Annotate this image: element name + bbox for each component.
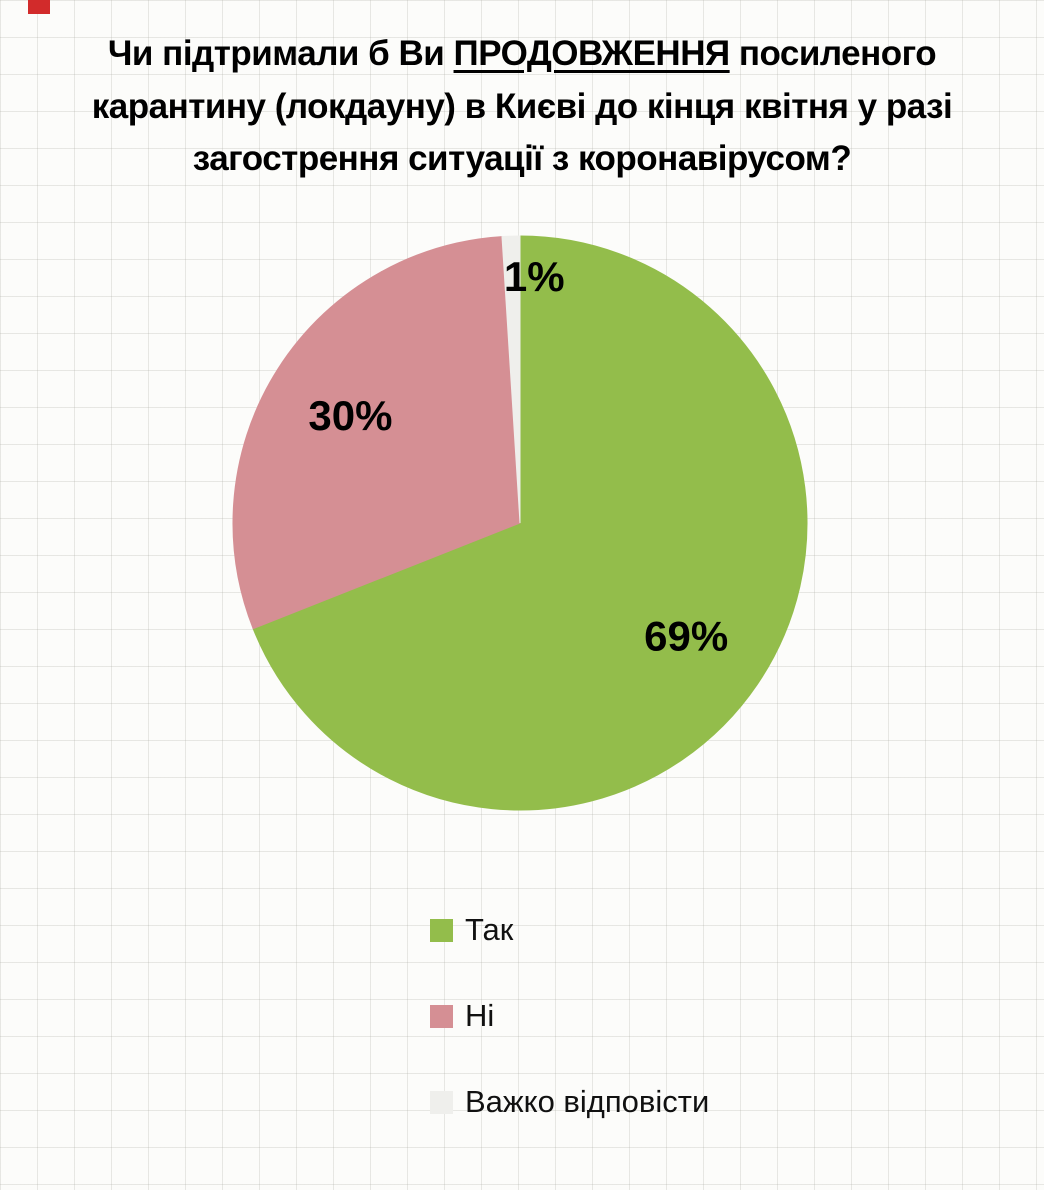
chart-title-prefix: Чи підтримали б Ви: [107, 34, 454, 73]
corner-mark: [28, 0, 50, 14]
legend-swatch-yes-icon: [430, 918, 453, 942]
chart-title-underlined: ПРОДОВЖЕННЯ: [453, 34, 731, 73]
legend-item-no: Ні: [430, 998, 709, 1034]
pie-value-label-1: 30%: [308, 392, 392, 439]
chart-title-suffix: посиленого карантину (локдауну) в Києві …: [91, 34, 953, 178]
pie-slice-2: [501, 235, 521, 524]
legend-label-no: Ні: [465, 998, 495, 1033]
legend-label-hard-to-say: Важко відповісти: [465, 1084, 710, 1119]
pie-chart-svg: 69% 30% 1%: [232, 235, 808, 811]
pie-slice-1: [232, 236, 521, 630]
legend-label-yes: Так: [465, 912, 514, 947]
pie-slice-0: [252, 235, 808, 811]
pie-value-label-0: 69%: [644, 612, 728, 659]
legend-item-hard-to-say: Важко відповісти: [430, 1084, 709, 1120]
legend-item-yes: Так: [430, 912, 709, 948]
chart-title: Чи підтримали б Ви ПРОДОВЖЕННЯ посиленог…: [42, 28, 1002, 186]
pie-value-label-2: 1%: [504, 253, 565, 300]
legend-swatch-hard-to-say-icon: [430, 1090, 453, 1114]
legend-swatch-no-icon: [430, 1004, 453, 1028]
pie-chart: 69% 30% 1%: [225, 228, 815, 818]
chart-legend: Так Ні Важко відповісти: [430, 912, 709, 1120]
